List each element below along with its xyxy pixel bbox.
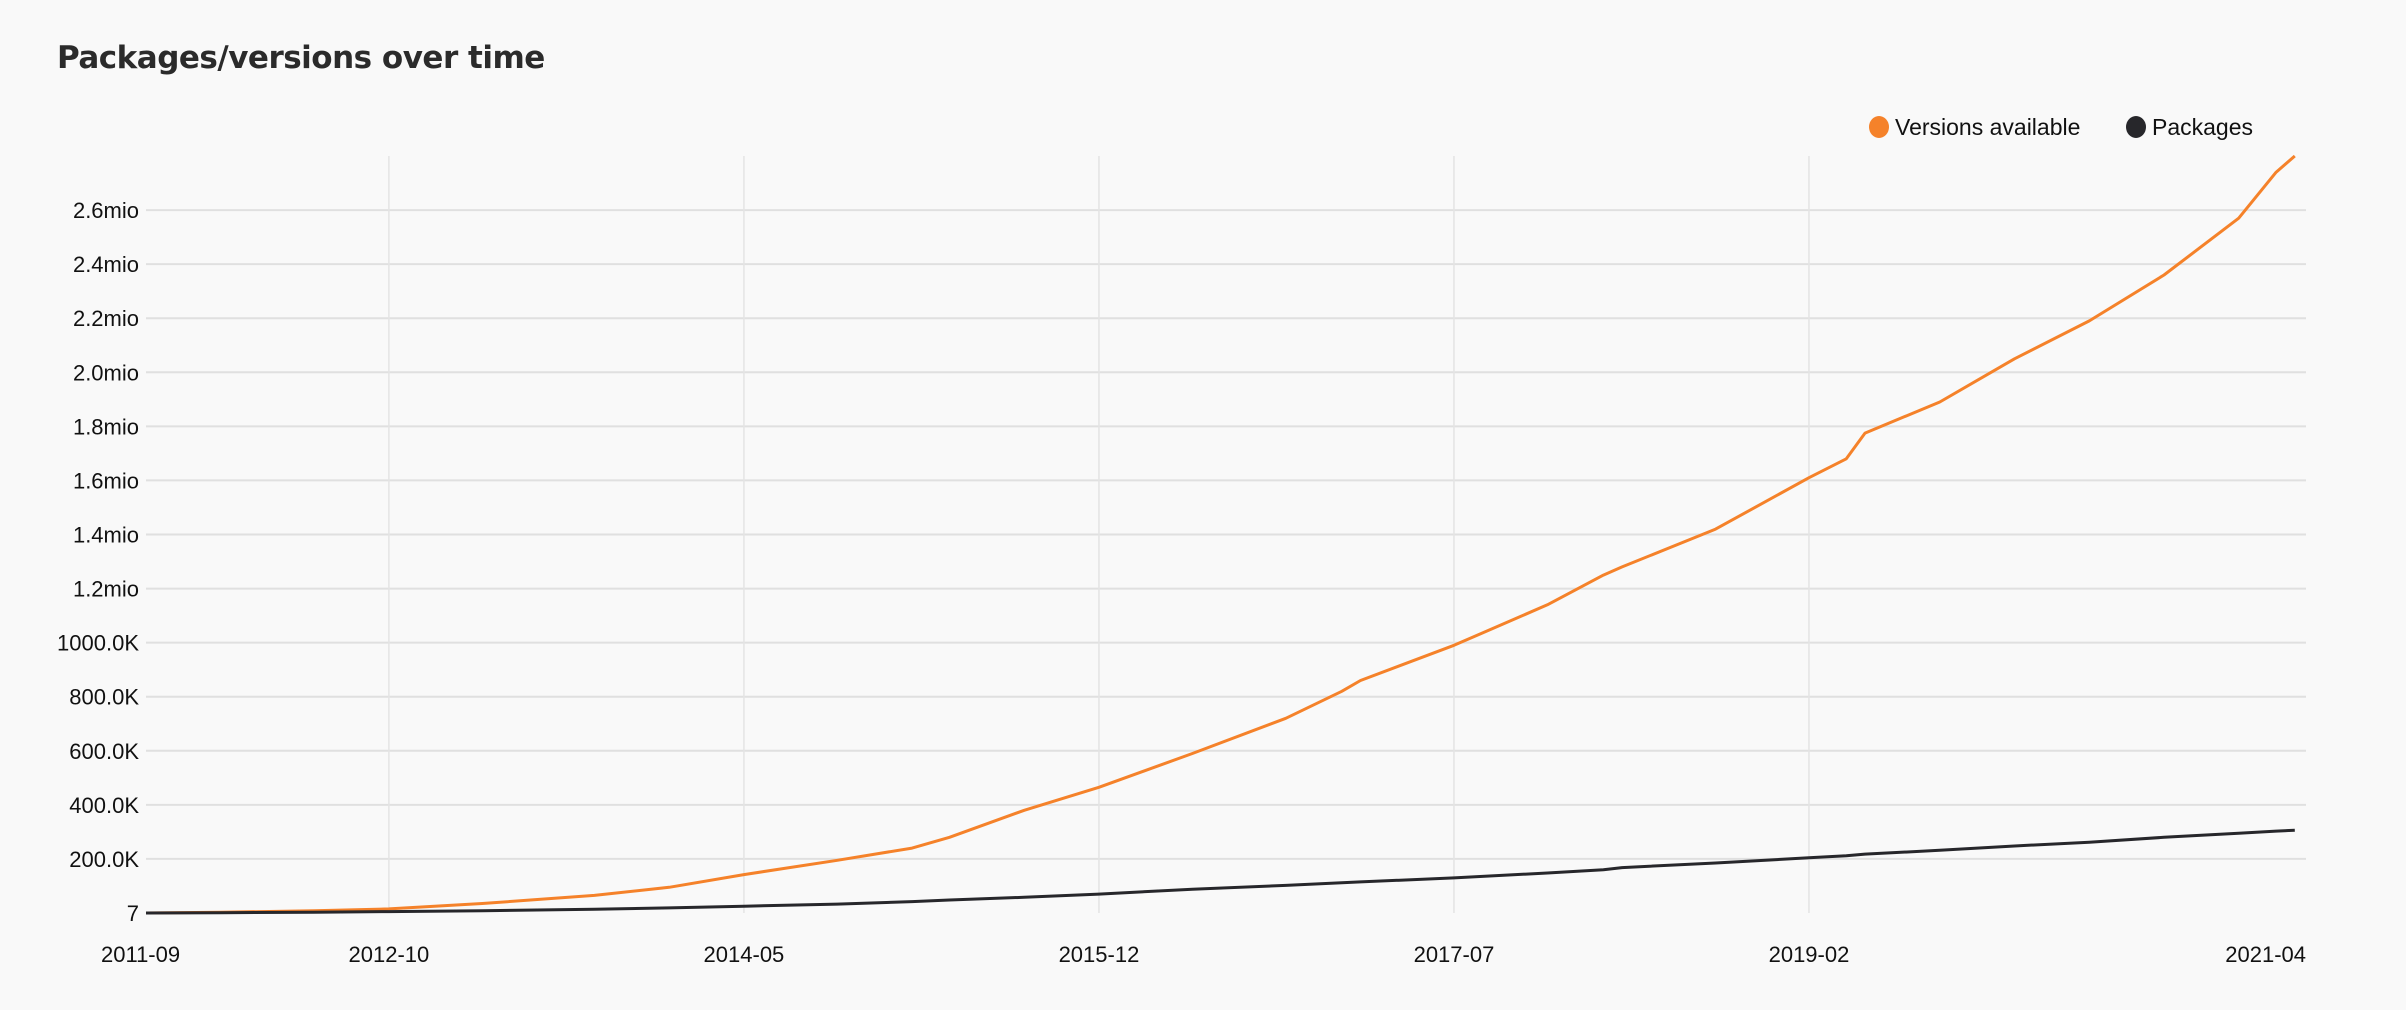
y-tick-label: 1000.0K [57, 631, 139, 656]
legend-marker [1869, 116, 1889, 138]
x-tick-label: 2021-04 [2225, 942, 2306, 967]
legend-marker [2126, 116, 2146, 138]
y-tick-label: 400.0K [69, 793, 139, 818]
x-tick-label: 2012-10 [349, 942, 430, 967]
x-tick-label: 2017-07 [1414, 942, 1495, 967]
legend-label: Packages [2152, 114, 2253, 140]
y-tick-label: 200.0K [69, 847, 139, 872]
legend: Versions available Packages [1869, 114, 2253, 140]
y-tick-label: 1.2mio [73, 577, 139, 602]
y-tick-label: 1.6mio [73, 468, 139, 493]
legend-label: Versions available [1895, 114, 2080, 140]
x-axis: 2011-09 2012-10 2014-05 2015-12 2017-07 2019-… [101, 942, 2306, 967]
chart-title: Packages/versions over time [57, 40, 545, 76]
x-tick-label: 2019-02 [1769, 942, 1850, 967]
y-tick-label: 2.0mio [73, 360, 139, 385]
y-tick-label: 1.4mio [73, 523, 139, 548]
y-tick-label: 800.0K [69, 685, 139, 710]
series-line-packages [145, 828, 2295, 915]
x-tick-label: 2014-05 [704, 942, 785, 967]
y-tick-label: 2.2mio [73, 306, 139, 331]
y-tick-label: 600.0K [69, 739, 139, 764]
x-tick-label: 2015-12 [1059, 942, 1140, 967]
y-tick-label: 7 [127, 901, 139, 926]
y-tick-label: 1.8mio [73, 414, 139, 439]
grid [146, 156, 2306, 913]
series-line-versions-available [145, 154, 2296, 915]
y-tick-label: 2.4mio [73, 252, 139, 277]
y-tick-label: 2.6mio [73, 198, 139, 223]
y-axis: 7 200.0K 400.0K 600.0K 800.0K 1000.0K 1.2mio 1.… [57, 198, 139, 926]
series-lines [145, 154, 2296, 915]
x-tick-label: 2011-09 [101, 942, 180, 967]
